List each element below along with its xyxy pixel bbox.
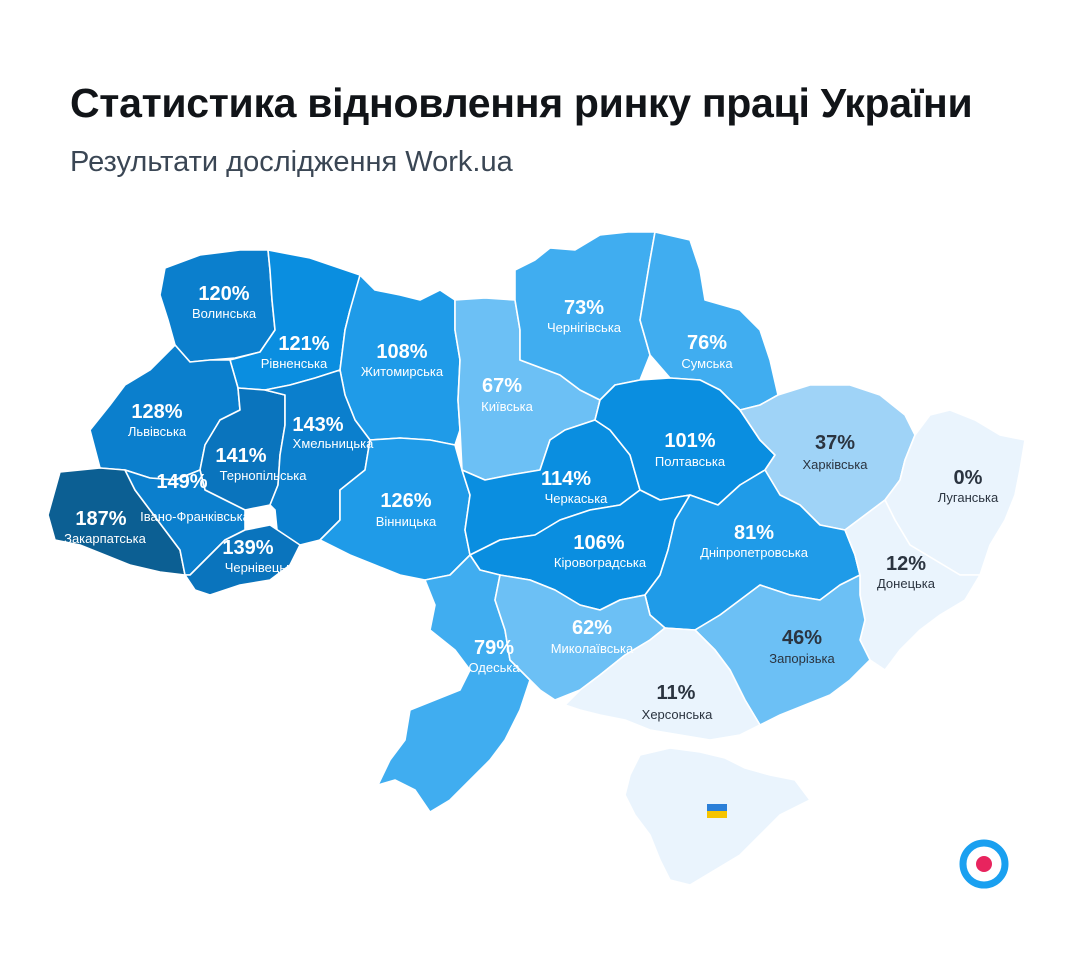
svg-text:Київська: Київська bbox=[481, 399, 533, 414]
svg-text:Луганська: Луганська bbox=[938, 490, 999, 505]
page-subtitle: Результати дослідження Work.ua bbox=[70, 146, 513, 178]
svg-text:73%: 73% bbox=[564, 297, 604, 319]
label-vinnytska: 126% Вінницька bbox=[376, 490, 437, 529]
label-chernivetska: 139% Чернівецька bbox=[222, 537, 300, 575]
label-zakarpatska: 187% Закарпатська bbox=[64, 508, 147, 546]
svg-text:Хмельницька: Хмельницька bbox=[293, 436, 374, 451]
svg-text:Дніпропетровська: Дніпропетровська bbox=[700, 545, 809, 560]
label-khersonska: 11% Херсонська bbox=[642, 682, 713, 722]
label-volynska: 120% Волинська bbox=[192, 283, 257, 321]
svg-text:141%: 141% bbox=[215, 445, 266, 467]
svg-text:Івано-Франківська: Івано-Франківська bbox=[140, 509, 250, 524]
svg-text:139%: 139% bbox=[222, 537, 273, 559]
label-kirovohradska: 106% Кіровоградська bbox=[554, 532, 647, 570]
label-zhytomyrska: 108% Житомирська bbox=[361, 341, 444, 379]
svg-text:67%: 67% bbox=[482, 375, 522, 397]
svg-text:0%: 0% bbox=[954, 467, 983, 489]
svg-text:Львівська: Львівська bbox=[128, 424, 187, 439]
svg-text:Житомирська: Житомирська bbox=[361, 364, 444, 379]
label-khmelnytska: 143% Хмельницька bbox=[292, 414, 374, 451]
svg-text:121%: 121% bbox=[278, 333, 329, 355]
svg-text:11%: 11% bbox=[657, 682, 696, 704]
svg-text:46%: 46% bbox=[782, 627, 822, 649]
label-donetska: 12% Донецька bbox=[877, 553, 936, 591]
svg-text:Донецька: Донецька bbox=[877, 576, 936, 591]
work-ua-logo-icon bbox=[959, 839, 1009, 889]
svg-text:76%: 76% bbox=[687, 332, 727, 354]
label-zaporizka: 46% Запорізька bbox=[769, 627, 835, 666]
svg-text:81%: 81% bbox=[734, 522, 774, 544]
svg-text:120%: 120% bbox=[198, 283, 249, 305]
label-rivnenska: 121% Рівненська bbox=[261, 333, 330, 371]
svg-text:101%: 101% bbox=[664, 430, 715, 452]
svg-text:Черкаська: Черкаська bbox=[545, 491, 609, 506]
svg-text:62%: 62% bbox=[572, 617, 612, 639]
svg-text:12%: 12% bbox=[886, 553, 926, 575]
svg-text:Сумська: Сумська bbox=[681, 356, 733, 371]
svg-text:Миколаївська: Миколаївська bbox=[551, 641, 634, 656]
label-odeska: 79% Одеська bbox=[468, 637, 520, 675]
svg-text:108%: 108% bbox=[376, 341, 427, 363]
svg-text:37%: 37% bbox=[815, 432, 855, 454]
svg-text:126%: 126% bbox=[380, 490, 431, 512]
svg-text:Чернігівська: Чернігівська bbox=[547, 320, 622, 335]
svg-text:Рівненська: Рівненська bbox=[261, 356, 328, 371]
svg-text:Тернопільська: Тернопільська bbox=[220, 468, 308, 483]
page-title: Статистика відновлення ринку праці Украї… bbox=[70, 80, 973, 126]
svg-text:Кіровоградська: Кіровоградська bbox=[554, 555, 647, 570]
svg-text:Волинська: Волинська bbox=[192, 306, 257, 321]
svg-text:143%: 143% bbox=[292, 414, 343, 436]
svg-text:Херсонська: Херсонська bbox=[642, 707, 713, 722]
region-khersonska[interactable] bbox=[564, 627, 761, 741]
label-ternopilska: 141% Тернопільська bbox=[215, 445, 307, 483]
label-kharkivska: 37% Харківська bbox=[803, 432, 869, 472]
svg-text:Харківська: Харківська bbox=[803, 457, 869, 472]
label-luhanska: 0% Луганська bbox=[938, 467, 999, 505]
svg-text:Чернівецька: Чернівецька bbox=[225, 560, 300, 575]
svg-text:Закарпатська: Закарпатська bbox=[64, 531, 147, 546]
label-ivano-frankivska: 149% Івано-Франківська bbox=[140, 471, 250, 524]
svg-text:128%: 128% bbox=[131, 401, 182, 423]
svg-text:Одеська: Одеська bbox=[468, 660, 520, 675]
svg-text:114%: 114% bbox=[541, 468, 591, 490]
ukraine-flag-icon bbox=[707, 804, 727, 818]
label-lvivska: 128% Львівська bbox=[128, 401, 187, 439]
label-dnipropetrovska: 81% Дніпропетровська bbox=[700, 522, 809, 560]
svg-text:106%: 106% bbox=[573, 532, 624, 554]
label-cherkaska: 114% Черкаська bbox=[541, 468, 608, 506]
svg-text:149%: 149% bbox=[156, 471, 207, 493]
svg-text:79%: 79% bbox=[474, 637, 514, 659]
label-poltavska: 101% Полтавська bbox=[655, 430, 726, 469]
label-chernihivska: 73% Чернігівська bbox=[547, 297, 622, 335]
label-mykolaivska: 62% Миколаївська bbox=[551, 617, 634, 656]
label-sumska: 76% Сумська bbox=[681, 332, 733, 371]
region-chernivetska[interactable] bbox=[184, 524, 301, 596]
svg-text:187%: 187% bbox=[75, 508, 126, 530]
svg-text:Запорізька: Запорізька bbox=[769, 651, 835, 666]
svg-text:Вінницька: Вінницька bbox=[376, 514, 437, 529]
label-kyivska: 67% Київська bbox=[481, 375, 533, 414]
svg-text:Полтавська: Полтавська bbox=[655, 454, 726, 469]
